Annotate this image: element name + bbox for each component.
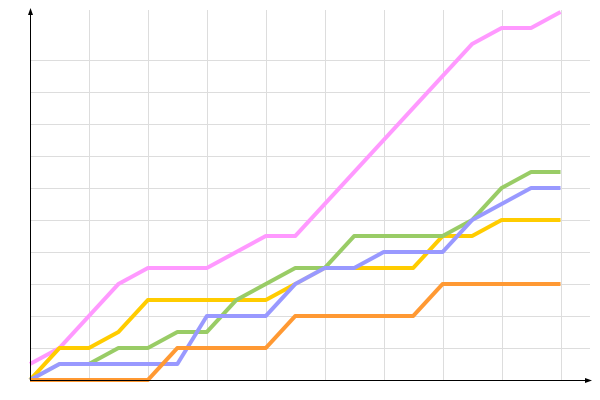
series-line-1: [29, 10, 562, 366]
axes: [28, 8, 592, 383]
grid: [30, 10, 590, 380]
series-line-2: [28, 218, 561, 382]
x-axis-arrow-icon: [585, 378, 592, 383]
y-axis-arrow-icon: [28, 8, 33, 15]
series-line-4: [29, 186, 561, 382]
series-lines: [28, 10, 562, 382]
